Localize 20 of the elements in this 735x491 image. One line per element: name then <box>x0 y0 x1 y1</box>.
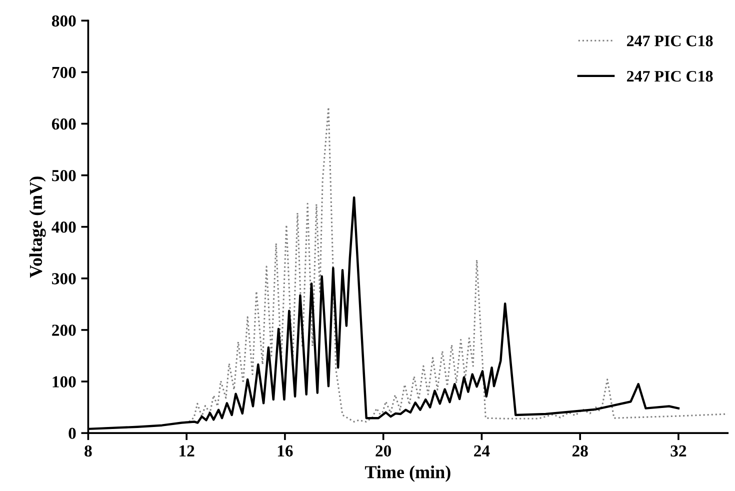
y-axis-title: Voltage (mV) <box>29 176 46 278</box>
y-tick-label: 400 <box>52 222 76 233</box>
y-tick-label: 0 <box>68 428 76 440</box>
x-tick-label: 8 <box>84 445 92 457</box>
x-tick-label: 20 <box>376 445 392 457</box>
x-tick-label: 16 <box>278 445 293 457</box>
y-tick-label: 200 <box>52 324 76 336</box>
y-tick-label: 700 <box>52 66 76 78</box>
x-axis-title: Time (min) <box>364 466 450 482</box>
x-tick-label: 12 <box>180 445 194 456</box>
x-tick-label: 32 <box>670 445 686 457</box>
y-tick-label: 500 <box>52 170 76 182</box>
y-tick-label: 300 <box>52 273 76 284</box>
y-tick-label: 600 <box>52 118 76 130</box>
y-tick-label: 800 <box>52 15 76 27</box>
legend-label: 247 PIC C18 <box>626 70 713 82</box>
legend-label: 247 PIC C18 <box>626 36 713 46</box>
x-tick-label: 24 <box>474 445 490 456</box>
x-tick-label: 28 <box>572 445 588 457</box>
y-tick-label: 100 <box>52 376 76 388</box>
